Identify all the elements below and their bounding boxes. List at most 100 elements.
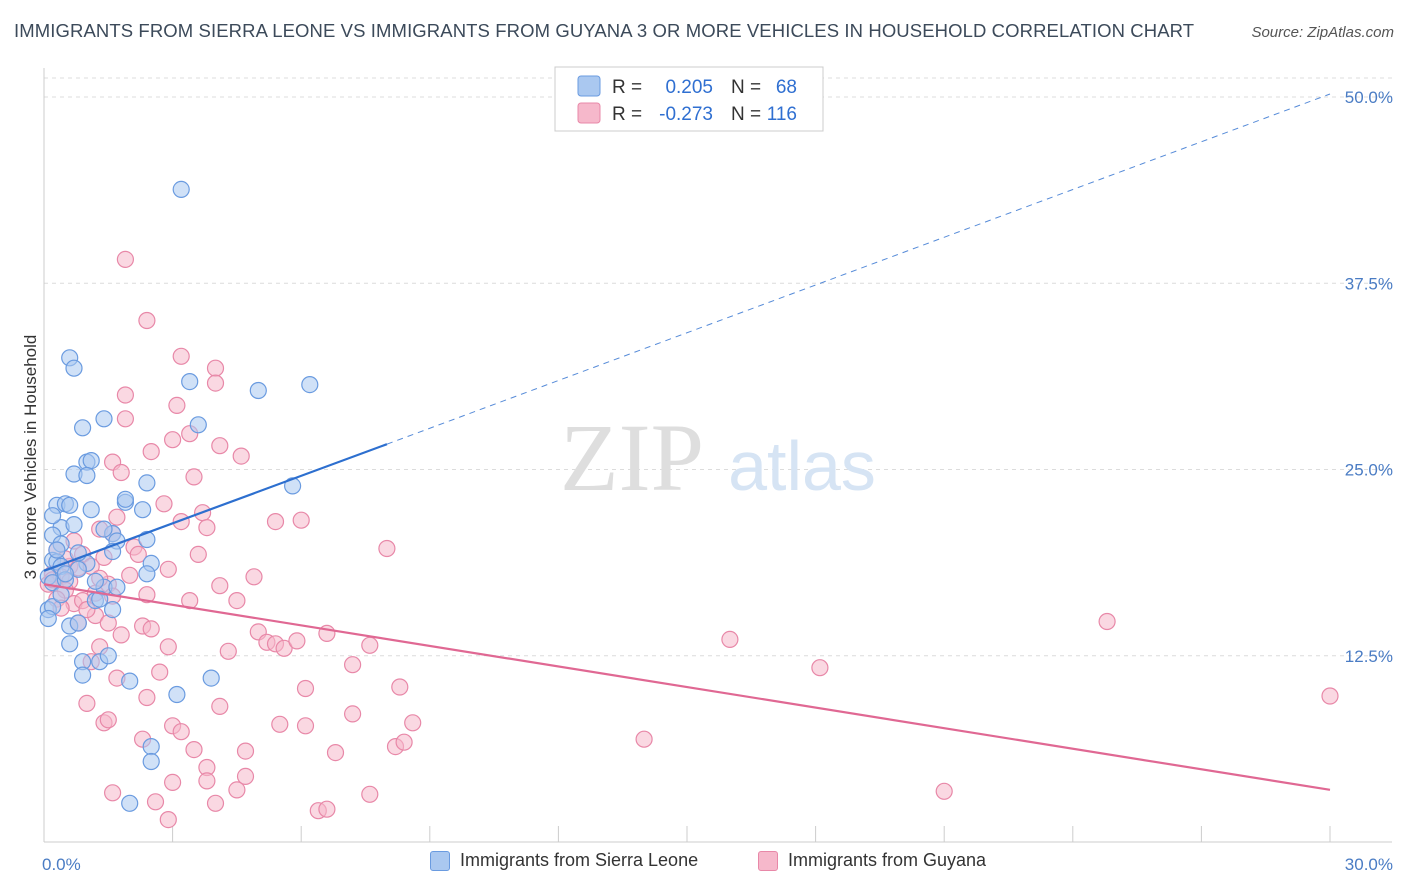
legend-label-guyana: Immigrants from Guyana xyxy=(788,850,987,870)
guyana-point-4 xyxy=(206,374,225,392)
guyana-point-83 xyxy=(296,717,315,735)
guyana-point-20 xyxy=(266,512,285,531)
sierra-leone-point-63 xyxy=(86,572,105,590)
legend-r-label-2: R = xyxy=(612,104,642,125)
legend-n-label-2: N = xyxy=(731,104,761,125)
guyana-point-89 xyxy=(236,742,255,760)
guyana-point-10 xyxy=(211,437,229,455)
sierra-leone-point-7 xyxy=(95,410,113,428)
guyana-point-75 xyxy=(138,688,156,707)
guyana-point-87 xyxy=(635,730,653,748)
sierra-leone-point-60 xyxy=(121,794,139,812)
legend-swatch-guyana xyxy=(758,850,778,871)
guyana-point-97 xyxy=(103,784,122,802)
guyana-point-105 xyxy=(159,810,177,829)
trend-line-guyana xyxy=(43,583,1331,791)
x-tick-label-0: 0.0% xyxy=(42,855,81,874)
guyana-point-96 xyxy=(236,767,255,786)
guyana-point-42 xyxy=(211,577,229,595)
legend-swatch-sierra-leone xyxy=(430,850,450,871)
guyana-point-1 xyxy=(138,311,156,330)
sierra-leone-point-40 xyxy=(108,578,126,596)
guyana-point-12 xyxy=(232,447,250,465)
sierra-leone-point-28 xyxy=(138,530,156,549)
guyana-point-92 xyxy=(395,733,413,751)
guyana-point-65 xyxy=(361,636,379,654)
guyana-point-100 xyxy=(935,782,953,800)
y-tick-label-0: 12.5% xyxy=(1345,647,1393,666)
guyana-point-72 xyxy=(296,679,315,698)
sierra-leone-point-49 xyxy=(69,614,87,632)
watermark-atlas: atlas xyxy=(728,427,876,505)
sierra-leone-point-64 xyxy=(52,586,70,604)
sierra-leone-point-50 xyxy=(61,635,79,653)
guyana-point-69 xyxy=(344,656,362,674)
guyana-point-88 xyxy=(185,740,203,759)
guyana-point-18 xyxy=(108,508,126,526)
legend-r-label-1: R = xyxy=(612,77,642,98)
y-tick-label-2: 37.5% xyxy=(1345,274,1393,293)
guyana-point-63 xyxy=(275,639,293,657)
sierra-leone-point-62 xyxy=(56,565,75,583)
sierra-leone-point-8 xyxy=(189,416,207,434)
guyana-point-6 xyxy=(168,396,186,414)
guyana-point-26 xyxy=(378,539,396,558)
legend-n-label-1: N = xyxy=(731,77,761,98)
guyana-point-11 xyxy=(142,443,160,461)
guyana-point-95 xyxy=(198,772,216,790)
guyana-point-98 xyxy=(228,781,246,799)
guyana-point-80 xyxy=(99,711,117,729)
guyana-point-67 xyxy=(1098,612,1116,631)
watermark-zip: ZIP xyxy=(560,404,704,511)
sierra-leone-point-65 xyxy=(43,507,62,525)
y-tick-label-1: 25.0% xyxy=(1345,461,1393,480)
legend-label-sierra-leone: Immigrants from Sierra Leone xyxy=(460,850,699,870)
guyana-point-16 xyxy=(155,495,173,513)
guyana-point-70 xyxy=(811,659,829,677)
sierra-leone-point-55 xyxy=(121,672,139,690)
guyana-point-3 xyxy=(206,359,225,377)
sierra-leone-point-5 xyxy=(301,376,319,394)
guyana-point-5 xyxy=(116,386,135,404)
legend-swatch-blue xyxy=(577,75,601,97)
guyana-point-51 xyxy=(228,591,246,610)
guyana-point-9 xyxy=(164,431,182,449)
guyana-point-7 xyxy=(116,410,135,428)
sierra-leone-point-61 xyxy=(48,541,66,559)
legend-item-guyana: Immigrants from Guyana xyxy=(758,850,986,871)
guyana-point-23 xyxy=(198,518,216,537)
guyana-point-57 xyxy=(142,620,160,638)
legend-r-value-2: -0.273 xyxy=(659,104,713,125)
guyana-point-30 xyxy=(129,545,147,564)
guyana-point-38 xyxy=(121,566,139,584)
axes xyxy=(43,68,1392,843)
legend-item-sierra-leone: Immigrants from Sierra Leone xyxy=(430,850,698,871)
guyana-point-101 xyxy=(146,793,165,811)
guyana-point-113 xyxy=(219,642,237,660)
trend-line-sierra-leone xyxy=(43,443,388,572)
y-tick-labels: 12.5% 25.0% 37.5% 50.0% xyxy=(1345,88,1393,666)
x-tick-labels: 0.0% 30.0% xyxy=(42,855,1393,874)
guyana-point-109 xyxy=(112,626,130,644)
sierra-leone-point-59 xyxy=(142,752,160,771)
sierra-leone-point-2 xyxy=(65,359,83,377)
sierra-leone-point-3 xyxy=(181,373,199,391)
sierra-leone-point-47 xyxy=(39,609,57,628)
guyana-point-99 xyxy=(361,785,379,803)
sierra-leone-point-10 xyxy=(82,452,100,470)
guyana-point-77 xyxy=(1321,687,1339,705)
sierra-leone-point-45 xyxy=(91,590,109,608)
sierra-leone-point-57 xyxy=(168,685,186,704)
legend-swatch-pink xyxy=(577,102,601,124)
guyana-point-85 xyxy=(172,723,190,741)
guyana-point-104 xyxy=(318,800,336,818)
chart-title: IMMIGRANTS FROM SIERRA LEONE VS IMMIGRAN… xyxy=(14,20,1195,41)
guyana-point-111 xyxy=(151,663,169,681)
guyana-point-90 xyxy=(326,743,345,762)
sierra-leone-point-13 xyxy=(138,474,156,492)
sierra-leone-point-23 xyxy=(65,515,83,534)
sierra-leone-point-21 xyxy=(134,501,152,519)
legend-n-value-1: 68 xyxy=(776,77,797,98)
guyana-point-21 xyxy=(292,511,310,529)
